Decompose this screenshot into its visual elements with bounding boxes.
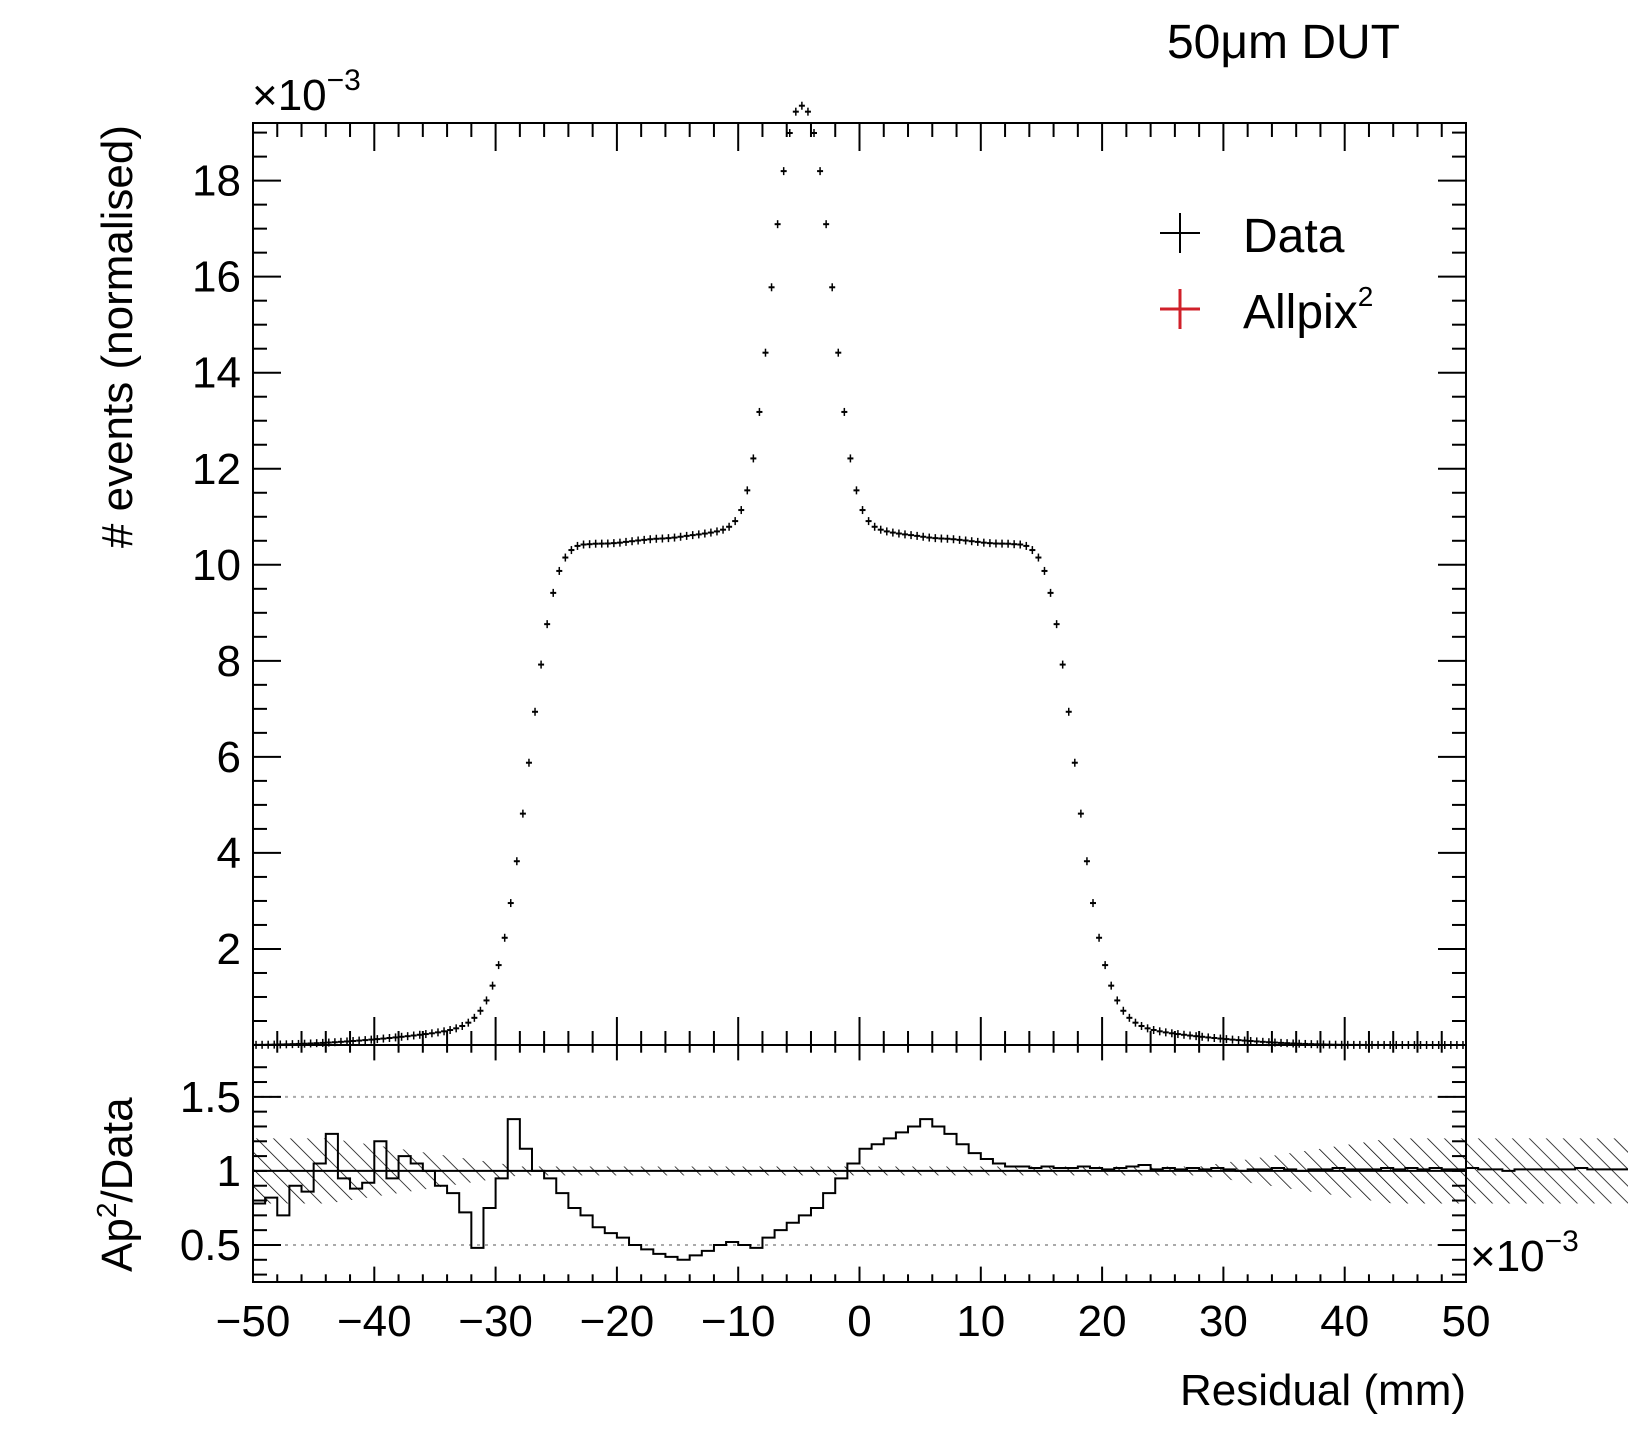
ratio-uncertainty-band <box>253 1138 1628 1204</box>
main-ytick-label: 8 <box>217 637 241 686</box>
chart-title: 50μm DUT <box>1167 16 1400 69</box>
x-axis-title: Residual (mm) <box>1180 1366 1466 1415</box>
x-multiplier: ×10−3 <box>1470 1225 1579 1281</box>
ratio-histogram <box>253 1118 1628 1261</box>
xtick-label: −50 <box>216 1297 291 1346</box>
main-ytick-label: 12 <box>192 445 241 494</box>
xtick-label: −10 <box>701 1297 776 1346</box>
xtick-label: 10 <box>956 1297 1005 1346</box>
legend-label-allpix: Allpix2 <box>1243 281 1373 339</box>
main-ytick-label: 14 <box>192 349 241 398</box>
y-multiplier: ×10−3 <box>252 64 361 120</box>
main-ytick-label: 2 <box>217 925 241 974</box>
y-axis-title: # events (normalised) <box>93 125 142 548</box>
main-ytick-label: 4 <box>217 829 241 878</box>
ratio-ytick-label: 0.5 <box>180 1221 241 1270</box>
xtick-label: −30 <box>458 1297 533 1346</box>
xtick-label: 30 <box>1199 1297 1248 1346</box>
ratio-panel: 0.5 1 1.5 −50 −40 −30 −20 −10 0 10 20 30 40 50 Ap2/D… <box>91 1044 1628 1415</box>
xtick-label: −40 <box>337 1297 412 1346</box>
xtick-label: 50 <box>1442 1297 1491 1346</box>
main-ytick-label: 16 <box>192 253 241 302</box>
main-panel: 2 4 6 8 10 12 14 16 18 ×10−3 # events (normalise… <box>93 64 1467 1049</box>
xtick-label: 0 <box>847 1297 871 1346</box>
ratio-ytick-label: 1.5 <box>180 1073 241 1122</box>
xtick-label: −20 <box>580 1297 655 1346</box>
ratio-y-axis-title: Ap2/Data <box>91 1097 142 1272</box>
main-ytick-label: 6 <box>217 733 241 782</box>
main-ytick-label: 18 <box>192 157 241 206</box>
xtick-label: 20 <box>1078 1297 1127 1346</box>
legend: Data Allpix2 <box>1160 210 1373 339</box>
ratio-ytick-label: 1 <box>217 1147 241 1196</box>
xtick-label: 40 <box>1320 1297 1369 1346</box>
main-ytick-label: 10 <box>192 541 241 590</box>
legend-label-data: Data <box>1243 210 1345 263</box>
